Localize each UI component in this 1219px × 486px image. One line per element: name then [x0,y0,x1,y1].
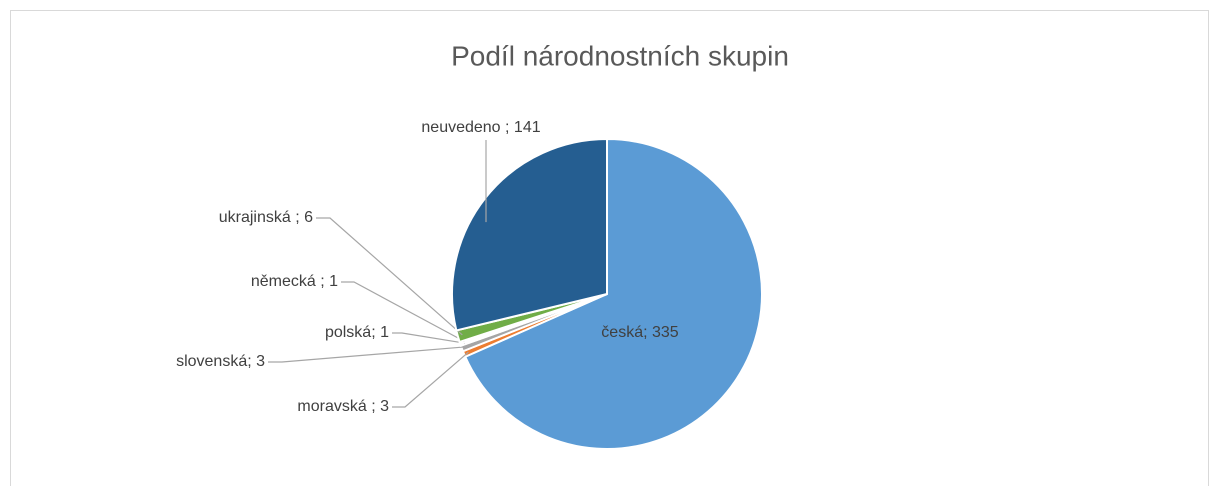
chart-title: Podíl národnostních skupin [451,40,789,71]
pie-slice [463,137,763,450]
data-label: polská; 1 [325,324,389,341]
data-label: česká; 335 [601,324,678,341]
leader-line [392,332,466,344]
leader-line [268,346,467,363]
chart-frame [10,10,1209,486]
data-label: neuvedeno ; 141 [421,119,540,136]
data-label: moravská ; 3 [297,398,389,415]
data-label: slovenská; 3 [176,353,265,370]
leader-line [392,351,469,408]
pie-slice [451,137,608,332]
leader-line [341,281,465,342]
leader-line [316,217,463,336]
data-label: ukrajinská ; 6 [219,209,313,226]
data-label: německá ; 1 [251,273,338,290]
